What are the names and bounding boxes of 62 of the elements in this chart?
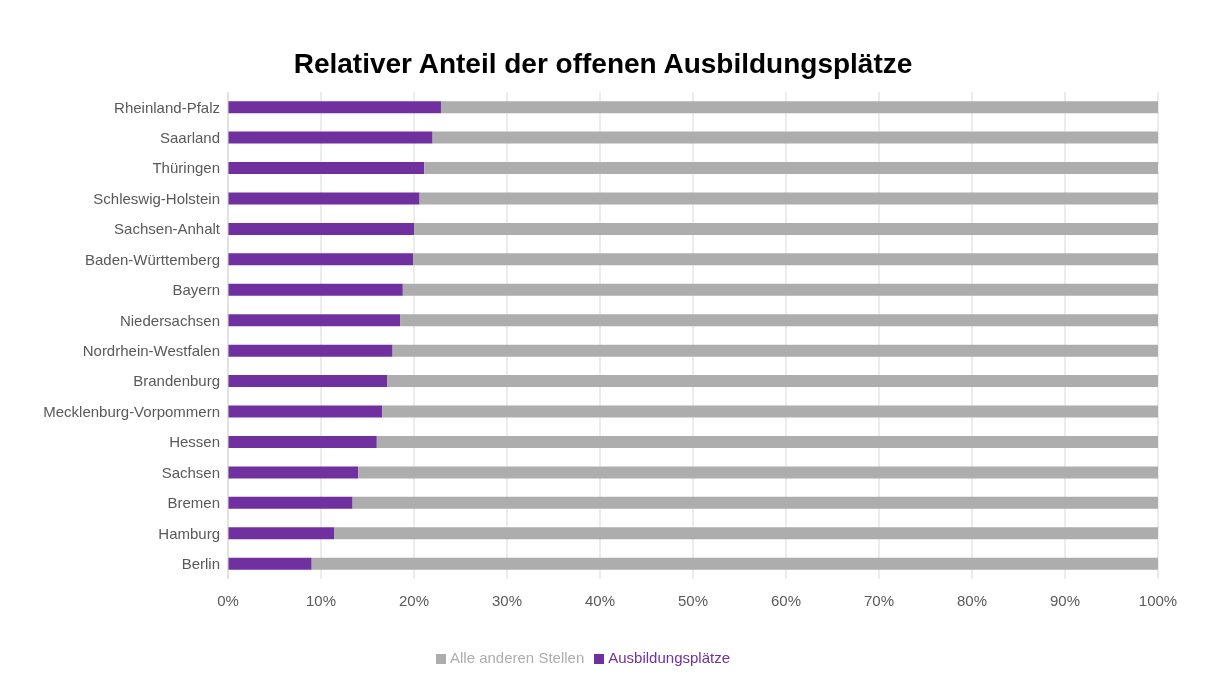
bar bbox=[228, 435, 377, 448]
bar bbox=[387, 375, 1158, 388]
y-tick-label: Sachsen-Anhalt bbox=[114, 220, 221, 238]
bar bbox=[311, 557, 1158, 570]
bar bbox=[352, 496, 1158, 509]
x-tick-label: 80% bbox=[956, 591, 988, 609]
x-tick-label: 0% bbox=[217, 591, 239, 609]
y-tick-label: Bremen bbox=[167, 494, 220, 512]
chart-title: Relativer Anteil der offenen Ausbildungsplätze bbox=[292, 47, 914, 81]
x-tick-label: 100% bbox=[1138, 591, 1178, 609]
bar bbox=[228, 557, 312, 570]
y-tick-label: Mecklenburg-Vorpommern bbox=[43, 402, 220, 420]
x-tick-label: 30% bbox=[491, 591, 523, 609]
legend-label: Ausbildungsplätze bbox=[608, 649, 731, 666]
bar bbox=[228, 101, 441, 114]
bar bbox=[432, 131, 1158, 144]
y-tick-label: Saarland bbox=[159, 128, 220, 146]
bar bbox=[440, 101, 1158, 114]
bar bbox=[228, 375, 388, 388]
y-tick-label: Hamburg bbox=[158, 524, 220, 542]
y-tick-label: Nordrhein-Westfalen bbox=[82, 342, 220, 360]
x-tick-label: 10% bbox=[305, 591, 337, 609]
bar bbox=[376, 435, 1158, 448]
bar bbox=[228, 192, 420, 205]
bar bbox=[228, 466, 359, 479]
bar bbox=[414, 222, 1158, 235]
x-tick-label: 40% bbox=[584, 591, 616, 609]
bar bbox=[228, 253, 414, 266]
y-tick-label: Bayern bbox=[172, 281, 220, 299]
bar bbox=[424, 162, 1158, 175]
x-tick-label: 90% bbox=[1049, 591, 1081, 609]
y-tick-label: Schleswig-Holstein bbox=[93, 189, 220, 207]
bar bbox=[382, 405, 1158, 418]
x-tick-label: 70% bbox=[863, 591, 895, 609]
y-tick-label: Niedersachsen bbox=[119, 311, 220, 329]
x-tick-label: 20% bbox=[398, 591, 430, 609]
bar bbox=[228, 162, 425, 175]
bar bbox=[419, 192, 1158, 205]
bar bbox=[228, 344, 393, 357]
legend-label: Alle anderen Stellen bbox=[449, 649, 585, 666]
bar bbox=[228, 222, 414, 235]
y-tick-label: Brandenburg bbox=[133, 372, 220, 390]
bar bbox=[334, 527, 1158, 540]
bar bbox=[413, 253, 1158, 266]
x-tick-label: 50% bbox=[677, 591, 709, 609]
y-tick-label: Berlin bbox=[181, 555, 220, 573]
y-tick-label: Sachsen bbox=[161, 463, 220, 481]
y-tick-label: Hessen bbox=[169, 433, 220, 451]
bar bbox=[228, 527, 335, 540]
bar bbox=[228, 131, 433, 144]
bar bbox=[228, 283, 403, 296]
bar bbox=[402, 283, 1158, 296]
bar bbox=[392, 344, 1158, 357]
bar bbox=[228, 496, 353, 509]
y-tick-label: Thüringen bbox=[152, 159, 220, 177]
x-tick-label: 60% bbox=[770, 591, 802, 609]
bar bbox=[228, 405, 383, 418]
bar bbox=[228, 314, 401, 327]
y-tick-label: Rheinland-Pfalz bbox=[114, 98, 220, 116]
bar bbox=[400, 314, 1158, 327]
y-tick-label: Baden-Württemberg bbox=[84, 250, 220, 268]
bar bbox=[358, 466, 1158, 479]
